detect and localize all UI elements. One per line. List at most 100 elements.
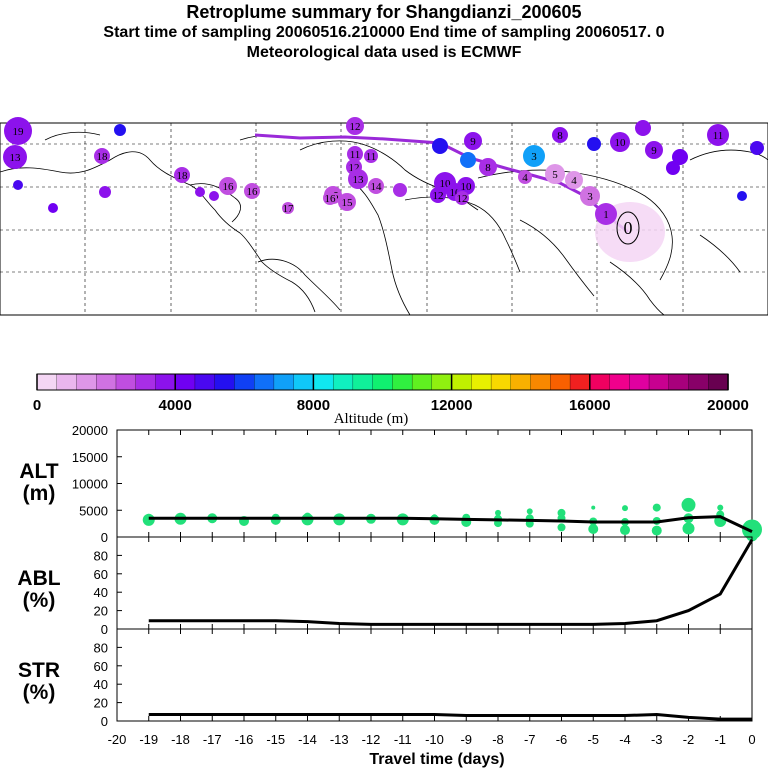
plume-day-label: 15 [342, 197, 354, 209]
colorbar-cell [372, 373, 394, 391]
plume-dot [347, 146, 363, 162]
plume-day-label: 12 [457, 193, 468, 205]
chart-title: Retroplume summary for Shangdianzi_20060… [186, 2, 582, 22]
plume-centroid [635, 120, 651, 136]
met-data-label: Meteorological data used is ECMWF [246, 44, 522, 61]
plume-dot [282, 202, 294, 214]
x-tick-label: -17 [203, 732, 222, 747]
plume-dot [195, 187, 205, 197]
plume-centroid: 4 [565, 171, 583, 189]
release-marker [616, 211, 640, 245]
colorbar-cell [392, 373, 413, 391]
plume-centroid: 17 [282, 202, 294, 215]
y-tick-label: 0 [101, 714, 108, 729]
plume-dot [455, 191, 469, 205]
panel-ylabel: ALT [19, 460, 58, 483]
plume-day-label: 9 [651, 145, 657, 157]
plume-centroid: 16 [219, 177, 237, 195]
plume-dot [219, 177, 237, 195]
panel-ylabel: (m) [23, 482, 56, 505]
colorbar-cell [629, 373, 650, 391]
y-tick-label: 80 [94, 640, 108, 655]
plume-dot [368, 178, 384, 194]
x-tick-label: -7 [524, 732, 536, 747]
plume-dot [750, 141, 764, 155]
plume-day-label: 3 [587, 191, 593, 203]
plume-altitude-point [651, 525, 662, 536]
colorbar-cell [451, 373, 472, 391]
plume-centroid: 12 [455, 191, 469, 205]
plume-dot [94, 148, 110, 164]
plume-dot [666, 161, 680, 175]
plume-dot [348, 169, 368, 189]
plume-altitude-point [526, 508, 533, 515]
panel-ylabel: ABL [17, 567, 60, 590]
colorbar-cell [530, 373, 551, 391]
plume-day-label: 3 [531, 151, 537, 163]
plume-dot [737, 191, 747, 201]
plume-centroid: 18 [174, 167, 190, 183]
plume-day-label: 8 [557, 130, 563, 142]
x-tick-label: -8 [492, 732, 504, 747]
x-tick-label: 0 [748, 732, 755, 747]
plume-altitude-point [588, 523, 599, 534]
plume-altitude-point [652, 503, 661, 512]
colorbar-cell [411, 373, 433, 391]
plume-dot [479, 158, 497, 176]
plume-dot [610, 132, 630, 152]
colorbar-cell [36, 373, 58, 391]
series-line-abl [148, 539, 754, 626]
plume-day-label: 10 [615, 137, 627, 149]
plume-centroid: 12 [346, 117, 364, 135]
colorbar-cell [589, 373, 611, 391]
plume-centroid: 13 [348, 169, 368, 189]
y-tick-label: 40 [94, 585, 108, 600]
colorbar-tick-label: 8000 [297, 397, 330, 414]
x-tick-label: -10 [425, 732, 444, 747]
colorbar-cell [668, 373, 690, 391]
x-tick-label: -18 [171, 732, 190, 747]
plume-dot [338, 193, 356, 211]
plume-day-label: 18 [97, 151, 109, 163]
plume-dot [4, 117, 32, 145]
x-tick-label: -9 [460, 732, 472, 747]
plume-centroid: 10 [610, 132, 630, 152]
colorbar-cell [175, 373, 196, 391]
panel-frame [116, 536, 753, 630]
x-tick-label: -6 [556, 732, 568, 747]
colorbar-cell [648, 373, 670, 391]
plume-centroid: 18 [94, 148, 110, 164]
plume-centroid [460, 152, 476, 168]
plume-day-label: 12 [433, 190, 444, 202]
colorbar-cell [550, 373, 571, 391]
x-tick-label: -5 [587, 732, 599, 747]
plume-centroid [99, 186, 111, 198]
plume-centroids: 1913181816161712111112131415151610101210… [3, 117, 764, 225]
plume-centroid: 1 [595, 203, 617, 225]
plume-day-label: 13 [10, 152, 22, 164]
plume-dot [635, 120, 651, 136]
y-tick-label: 5000 [79, 503, 108, 518]
plume-altitude-point [620, 525, 630, 536]
plume-centroid [13, 180, 23, 190]
colorbar-cell [135, 373, 157, 391]
plume-dot [430, 187, 446, 203]
x-tick-label: -15 [266, 732, 285, 747]
y-tick-label: 20 [94, 604, 108, 619]
plume-altitude-point [622, 505, 628, 512]
x-tick-label: -20 [108, 732, 127, 747]
plume-dot [565, 171, 583, 189]
plume-dot [174, 167, 190, 183]
plume-centroid: 16 [244, 183, 260, 199]
plume-centroid: 5 [545, 164, 565, 184]
colorbar-cell [431, 373, 453, 391]
panel-ylabel: STR [18, 659, 60, 682]
colorbar-cell [313, 373, 334, 391]
colorbar-cell [214, 373, 236, 391]
plume-altitude-point [746, 529, 758, 542]
colorbar-cell [332, 373, 354, 391]
y-tick-label: 80 [94, 548, 108, 563]
plume-dot [244, 183, 260, 199]
colorbar-cell [510, 373, 532, 391]
colorbar-cell [254, 373, 275, 391]
